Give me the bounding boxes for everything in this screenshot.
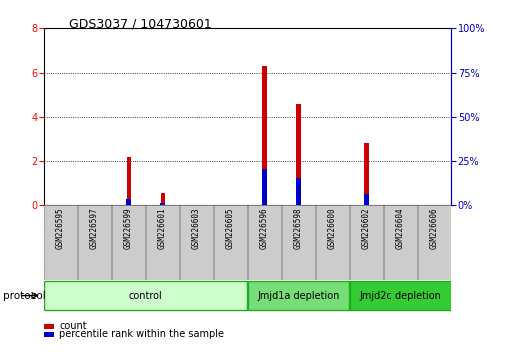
Bar: [161, 193, 165, 205]
Bar: [248, 205, 281, 280]
Text: GSM226600: GSM226600: [328, 207, 337, 249]
Bar: [350, 205, 383, 280]
Bar: [127, 156, 131, 205]
Bar: [295, 178, 301, 205]
Bar: [112, 205, 145, 280]
Bar: [262, 169, 267, 205]
Bar: [282, 205, 315, 280]
Text: GSM226598: GSM226598: [294, 207, 303, 249]
Bar: [350, 281, 451, 310]
Text: GSM226601: GSM226601: [158, 207, 167, 249]
Bar: [180, 205, 213, 280]
Text: percentile rank within the sample: percentile rank within the sample: [60, 330, 224, 339]
Text: control: control: [129, 291, 163, 301]
Text: protocol: protocol: [3, 291, 45, 301]
Text: GSM226602: GSM226602: [362, 207, 371, 249]
Bar: [364, 143, 368, 205]
Text: Jmjd1a depletion: Jmjd1a depletion: [258, 291, 340, 301]
Bar: [315, 205, 349, 280]
Bar: [126, 199, 131, 205]
Text: GSM226603: GSM226603: [192, 207, 201, 249]
Text: Jmjd2c depletion: Jmjd2c depletion: [360, 291, 441, 301]
Bar: [146, 205, 180, 280]
Text: GSM226597: GSM226597: [90, 207, 99, 249]
Bar: [214, 205, 247, 280]
Text: GDS3037 / 104730601: GDS3037 / 104730601: [69, 18, 212, 31]
Bar: [44, 205, 77, 280]
Text: GSM226595: GSM226595: [56, 207, 65, 249]
Bar: [418, 205, 451, 280]
Bar: [44, 281, 247, 310]
Bar: [297, 104, 301, 205]
Text: GSM226596: GSM226596: [260, 207, 269, 249]
Text: GSM226605: GSM226605: [226, 207, 235, 249]
Bar: [160, 203, 165, 205]
Bar: [248, 281, 349, 310]
Bar: [78, 205, 111, 280]
Text: GSM226606: GSM226606: [430, 207, 439, 249]
Text: count: count: [60, 321, 87, 331]
Text: GSM226599: GSM226599: [124, 207, 133, 249]
Bar: [364, 194, 369, 205]
Text: GSM226604: GSM226604: [396, 207, 405, 249]
Bar: [384, 205, 417, 280]
Bar: [263, 66, 267, 205]
